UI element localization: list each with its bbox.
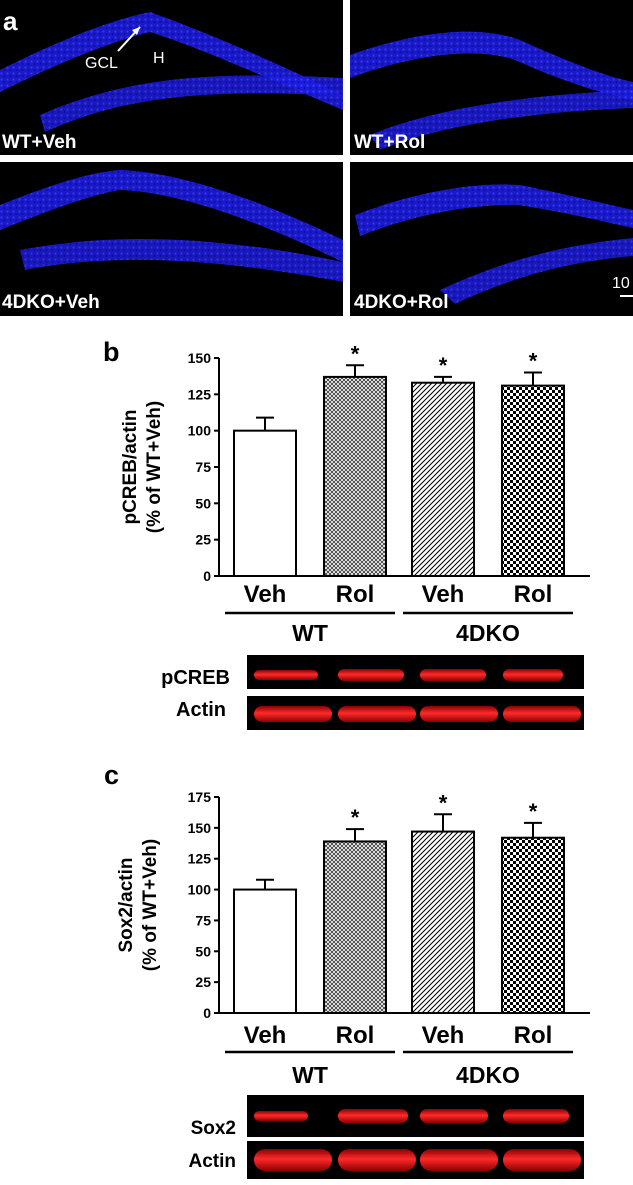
y-axis-label-unit: (% of WT+Veh) (140, 839, 161, 971)
hilus-annotation: H (153, 50, 165, 67)
category-label-2: Veh (422, 1022, 465, 1049)
blot-label-actin: Actin (176, 699, 226, 721)
category-label-3: Rol (514, 581, 553, 608)
category-label-2: Veh (422, 581, 465, 608)
group-label-1: 4DKO (456, 620, 520, 646)
image-label-4dko-rol: 4DKO+Rol (354, 292, 449, 313)
blot-band (503, 669, 563, 681)
image-label-wt-rol: WT+Rol (354, 132, 425, 153)
micrograph-4dko-rol (350, 162, 633, 316)
panel-b-letter: b (103, 337, 120, 367)
bar-1 (323, 375, 387, 578)
y-tick-label: 50 (195, 943, 211, 959)
y-tick-label: 150 (188, 820, 212, 836)
blot-band (338, 1149, 416, 1171)
blot-b: pCREB Actin (161, 655, 584, 730)
bar-3 (501, 836, 565, 1015)
panel-c-letter: c (104, 760, 119, 790)
y-axis-label: Sox2/actin (116, 857, 137, 952)
y-tick-label: 25 (195, 532, 211, 548)
scale-bar-label: 10 (612, 275, 630, 292)
y-tick-label: 0 (203, 1005, 211, 1021)
micrograph-4dko-veh (0, 162, 343, 316)
y-tick-label: 100 (188, 882, 212, 898)
significance-1: * (351, 805, 360, 830)
y-tick-label: 175 (188, 789, 212, 805)
significance-3: * (529, 349, 538, 374)
blot-label-sox2: Sox2 (191, 1118, 236, 1139)
chart-c: 0 25 50 75 100 125 150 175 Sox2/actin (% of WT+Ve… (116, 789, 590, 1088)
chart-b: 0 25 50 75 100 125 150 pCREB/actin (% of WT+Veh)… (120, 341, 590, 646)
y-tick-label: 100 (188, 423, 212, 439)
y-tick-label: 150 (188, 350, 212, 366)
category-label-0: Veh (244, 581, 287, 608)
y-tick-label: 125 (188, 386, 212, 402)
blot-label-actin-c: Actin (189, 1151, 237, 1172)
y-tick-label: 25 (195, 974, 211, 990)
blot-band (503, 1109, 569, 1123)
blot-band (254, 670, 318, 680)
blot-band (503, 706, 581, 722)
panel-a: a GCL H WT+Veh WT+Rol 4DKO+Veh 4DKO+Rol … (0, 0, 633, 316)
significance-1: * (351, 341, 360, 366)
blot-band (338, 669, 404, 681)
y-tick-label: 0 (203, 568, 211, 584)
category-label-1: Rol (336, 1022, 375, 1049)
blot-band (338, 1109, 408, 1123)
blot-band (420, 706, 498, 722)
y-axis-label: pCREB/actin (120, 409, 141, 524)
panel-b: b 0 25 50 75 100 125 150 pCREB/actin (% of WT+Ve… (103, 337, 590, 730)
category-label-1: Rol (336, 581, 375, 608)
blot-band (338, 706, 416, 722)
significance-2: * (439, 353, 448, 378)
bar-0 (233, 888, 297, 1014)
bar-2 (411, 381, 475, 577)
y-axis-label-unit: (% of WT+Veh) (144, 401, 165, 533)
image-label-4dko-veh: 4DKO+Veh (2, 292, 100, 313)
significance-3: * (529, 799, 538, 824)
category-label-3: Rol (514, 1022, 553, 1049)
y-tick-label: 125 (188, 851, 212, 867)
bar-2 (411, 830, 475, 1014)
blot-band (503, 1149, 581, 1171)
y-tick-label: 75 (195, 912, 211, 928)
group-label-0: WT (292, 620, 328, 646)
micrograph-wt-veh (0, 0, 343, 155)
bar-3 (501, 384, 565, 578)
bar-0 (233, 429, 297, 577)
blot-band (254, 1111, 308, 1121)
category-label-0: Veh (244, 1022, 287, 1049)
blot-band (420, 1109, 488, 1123)
blot-c: Sox2 Actin (189, 1095, 584, 1179)
image-label-wt-veh: WT+Veh (2, 132, 76, 153)
gcl-arrow-head (132, 27, 140, 35)
group-label-1: 4DKO (456, 1062, 520, 1088)
blot-band (254, 706, 332, 722)
blot-band (420, 1149, 498, 1171)
micrograph-wt-rol (350, 0, 633, 155)
blot-label-pcreb: pCREB (161, 667, 230, 689)
bar-1 (323, 840, 387, 1014)
gcl-annotation: GCL (85, 55, 118, 72)
blot-band (420, 669, 486, 681)
y-tick-label: 50 (195, 495, 211, 511)
panel-c: c 0 25 50 75 100 125 150 175 Sox2/actin (% of WT+… (104, 760, 590, 1179)
group-label-0: WT (292, 1062, 328, 1088)
blot-band (254, 1149, 332, 1171)
panel-a-letter: a (3, 6, 18, 36)
significance-2: * (439, 790, 448, 815)
y-tick-label: 75 (195, 459, 211, 475)
